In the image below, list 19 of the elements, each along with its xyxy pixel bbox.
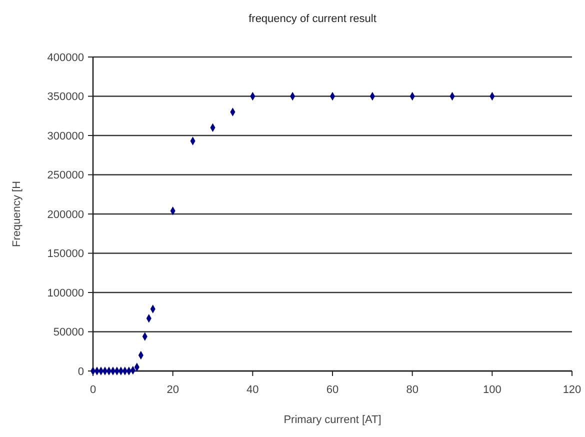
y-tick-label: 0 <box>78 366 84 378</box>
y-tick-label: 150000 <box>47 248 84 260</box>
x-tick-label: 120 <box>562 384 582 396</box>
chart-title: frequency of current result <box>248 13 376 25</box>
x-tick-label: 0 <box>90 384 96 396</box>
y-tick-label: 350000 <box>47 91 84 104</box>
x-tick-label: 20 <box>166 384 179 396</box>
y-tick-label: 300000 <box>47 130 84 142</box>
y-axis-title: Frequency [H <box>11 180 23 248</box>
x-tick-label: 80 <box>406 384 418 396</box>
x-axis-title: Primary current [AT] <box>284 414 382 426</box>
x-tick-label: 60 <box>326 384 339 396</box>
y-tick-label: 250000 <box>47 170 84 182</box>
x-tick-label: 40 <box>246 384 259 396</box>
x-tick-label: 100 <box>482 384 502 396</box>
y-tick-label: 400000 <box>47 52 84 64</box>
y-tick-label: 100000 <box>47 287 84 300</box>
y-tick-label: 50000 <box>53 326 84 339</box>
y-tick-label: 200000 <box>47 208 84 221</box>
